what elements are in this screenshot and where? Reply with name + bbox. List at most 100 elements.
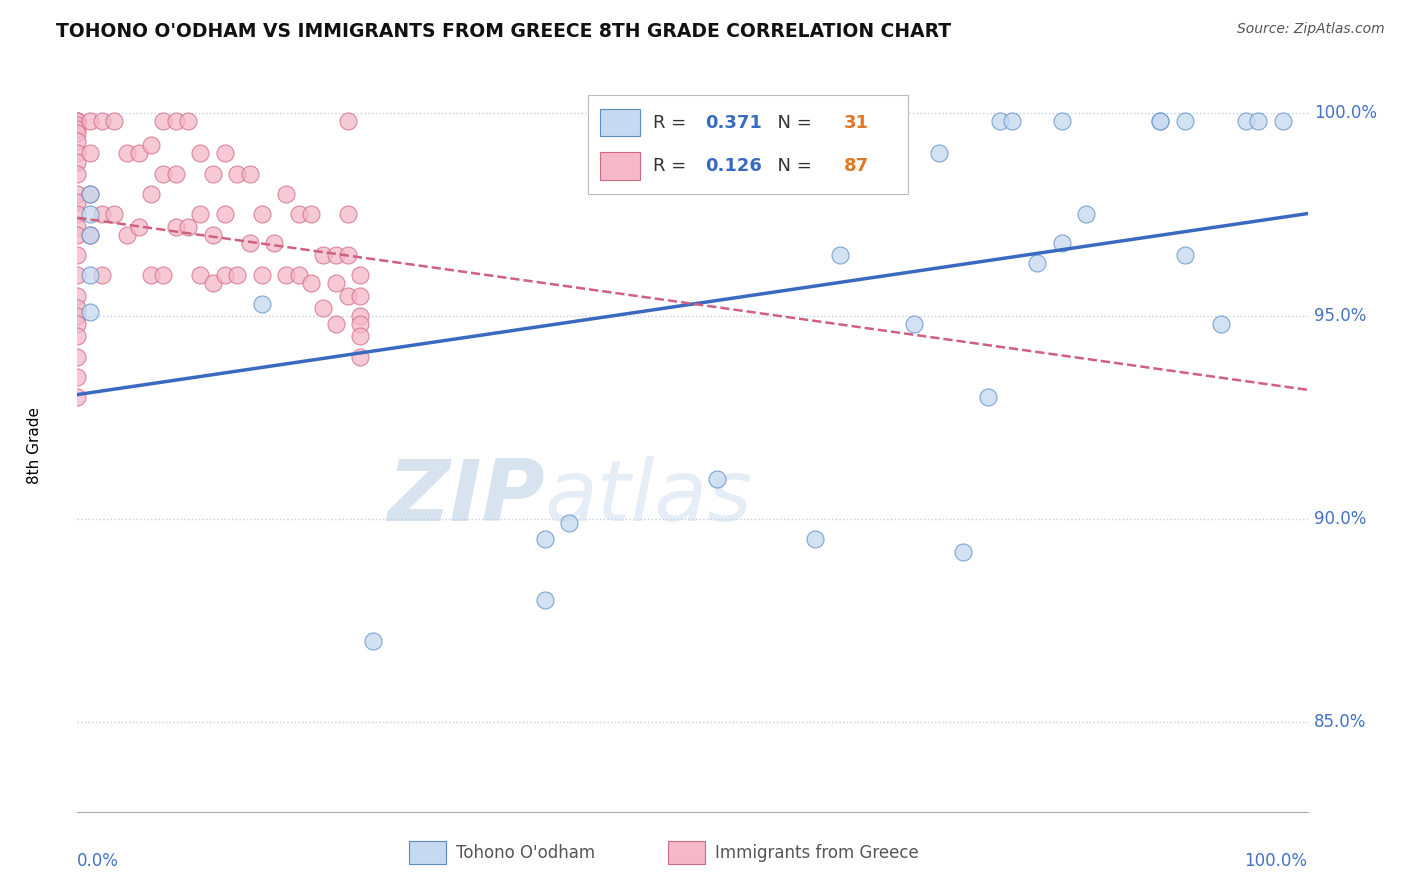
Point bbox=[66, 118, 89, 132]
Point bbox=[128, 219, 150, 234]
Point bbox=[66, 268, 89, 283]
Point bbox=[141, 138, 163, 153]
Point bbox=[66, 207, 89, 221]
Point bbox=[337, 248, 360, 262]
Text: TOHONO O'ODHAM VS IMMIGRANTS FROM GREECE 8TH GRADE CORRELATION CHART: TOHONO O'ODHAM VS IMMIGRANTS FROM GREECE… bbox=[56, 22, 952, 41]
Point bbox=[115, 227, 138, 242]
Text: 87: 87 bbox=[844, 157, 869, 175]
Point bbox=[214, 268, 236, 283]
Point bbox=[201, 227, 224, 242]
Point bbox=[66, 126, 89, 140]
Point bbox=[1247, 114, 1270, 128]
Point bbox=[66, 370, 89, 384]
Point bbox=[152, 114, 174, 128]
Text: 95.0%: 95.0% bbox=[1313, 307, 1367, 325]
Point bbox=[165, 167, 187, 181]
Text: Tohono O'odham: Tohono O'odham bbox=[457, 844, 595, 862]
Point bbox=[188, 146, 212, 161]
Point bbox=[141, 268, 163, 283]
Point bbox=[177, 114, 200, 128]
Point bbox=[1026, 256, 1049, 270]
Point bbox=[188, 268, 212, 283]
Point bbox=[66, 187, 89, 202]
Point bbox=[337, 114, 360, 128]
Point bbox=[1272, 114, 1295, 128]
Point bbox=[276, 187, 298, 202]
Point bbox=[214, 146, 236, 161]
Point bbox=[79, 187, 101, 202]
Point bbox=[226, 268, 249, 283]
Point bbox=[79, 227, 101, 242]
Text: atlas: atlas bbox=[546, 456, 752, 539]
Bar bbox=[409, 841, 447, 864]
Point bbox=[115, 146, 138, 161]
Point bbox=[361, 634, 384, 648]
Point bbox=[66, 390, 89, 404]
Point bbox=[312, 248, 335, 262]
Point bbox=[1149, 114, 1171, 128]
Text: N =: N = bbox=[766, 157, 818, 175]
Point bbox=[534, 533, 557, 547]
Bar bbox=[600, 153, 640, 180]
Text: R =: R = bbox=[654, 157, 692, 175]
Point bbox=[90, 268, 114, 283]
Point bbox=[66, 195, 89, 210]
Point bbox=[152, 268, 174, 283]
Point bbox=[830, 248, 852, 262]
Text: N =: N = bbox=[766, 113, 818, 131]
FancyBboxPatch shape bbox=[588, 95, 908, 194]
Text: ZIP: ZIP bbox=[387, 456, 546, 539]
Point bbox=[66, 301, 89, 315]
Point bbox=[276, 268, 298, 283]
Point bbox=[128, 146, 150, 161]
Point bbox=[1174, 114, 1197, 128]
Point bbox=[66, 114, 89, 128]
Point bbox=[1211, 317, 1233, 331]
Point bbox=[558, 516, 581, 531]
Text: 100.0%: 100.0% bbox=[1244, 852, 1308, 870]
Point bbox=[66, 317, 89, 331]
Text: 0.126: 0.126 bbox=[704, 157, 762, 175]
Point bbox=[66, 114, 89, 128]
Point bbox=[1001, 114, 1024, 128]
Point bbox=[928, 146, 950, 161]
Point bbox=[250, 268, 273, 283]
Point bbox=[79, 187, 101, 202]
Point bbox=[1050, 114, 1073, 128]
Point bbox=[239, 235, 262, 250]
Text: 85.0%: 85.0% bbox=[1313, 714, 1367, 731]
Text: 31: 31 bbox=[844, 113, 869, 131]
Text: 100.0%: 100.0% bbox=[1313, 103, 1376, 122]
Bar bbox=[600, 109, 640, 136]
Bar bbox=[668, 841, 704, 864]
Text: 0.0%: 0.0% bbox=[77, 852, 120, 870]
Point bbox=[1076, 207, 1098, 221]
Point bbox=[165, 219, 187, 234]
Point bbox=[288, 207, 311, 221]
Point bbox=[263, 235, 285, 250]
Point bbox=[349, 329, 371, 343]
Point bbox=[952, 544, 974, 558]
Point bbox=[1234, 114, 1257, 128]
Point bbox=[250, 207, 273, 221]
Point bbox=[534, 593, 557, 607]
Point bbox=[349, 268, 371, 283]
Point bbox=[1149, 114, 1171, 128]
Point bbox=[804, 533, 827, 547]
Point bbox=[79, 305, 101, 319]
Point bbox=[299, 277, 322, 291]
Point bbox=[312, 301, 335, 315]
Text: Source: ZipAtlas.com: Source: ZipAtlas.com bbox=[1237, 22, 1385, 37]
Point bbox=[903, 317, 925, 331]
Point bbox=[79, 114, 101, 128]
Text: 90.0%: 90.0% bbox=[1313, 510, 1367, 528]
Point bbox=[349, 350, 371, 364]
Point bbox=[79, 146, 101, 161]
Point bbox=[66, 114, 89, 128]
Point bbox=[977, 390, 1000, 404]
Point bbox=[66, 288, 89, 302]
Point bbox=[141, 187, 163, 202]
Point bbox=[349, 317, 371, 331]
Point bbox=[152, 167, 174, 181]
Point bbox=[66, 350, 89, 364]
